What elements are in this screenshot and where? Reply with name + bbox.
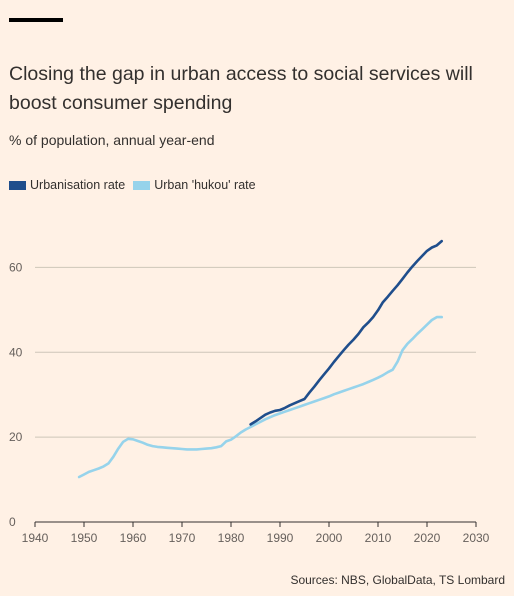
- x-tick-label: 2000: [316, 531, 343, 545]
- legend-swatch-hukou: [133, 180, 151, 190]
- chart-legend: Urbanisation rate Urban 'hukou' rate: [9, 178, 264, 192]
- x-tick-label: 1980: [218, 531, 245, 545]
- x-tick-label: 2030: [463, 531, 490, 545]
- x-tick-label: 1970: [169, 531, 196, 545]
- legend-swatch-urbanisation: [9, 180, 26, 190]
- series-line-urbanisation: [249, 239, 443, 426]
- x-tick-label: 1990: [267, 531, 294, 545]
- legend-label-hukou: Urban 'hukou' rate: [154, 178, 256, 192]
- line-chart: 0 20 40 60 1940 1950 1960 1970 1980 1990 2000 2010 2…: [9, 239, 490, 545]
- chart-title: Closing the gap in urban access to socia…: [9, 63, 473, 114]
- chart-source: Sources: NBS, GlobalData, TS Lombard: [290, 573, 505, 587]
- legend-item-urbanisation: Urbanisation rate: [9, 178, 125, 192]
- legend-item-hukou: Urban 'hukou' rate: [133, 178, 256, 192]
- legend-label-urbanisation: Urbanisation rate: [30, 178, 126, 192]
- x-tick-label: 1960: [120, 531, 147, 545]
- y-tick-label: 40: [9, 345, 23, 359]
- x-tick-label: 2020: [414, 531, 441, 545]
- series-line-hukou: [77, 315, 443, 479]
- y-tick-label: 60: [9, 260, 23, 274]
- x-tick-label: 2010: [365, 531, 392, 545]
- x-tick-label: 1940: [22, 531, 49, 545]
- y-tick-label: 20: [9, 430, 23, 444]
- chart-subtitle: % of population, annual year-end: [9, 132, 215, 148]
- x-tick-label: 1950: [71, 531, 98, 545]
- header-accent-bar: [9, 18, 63, 22]
- y-tick-label: 0: [9, 515, 16, 529]
